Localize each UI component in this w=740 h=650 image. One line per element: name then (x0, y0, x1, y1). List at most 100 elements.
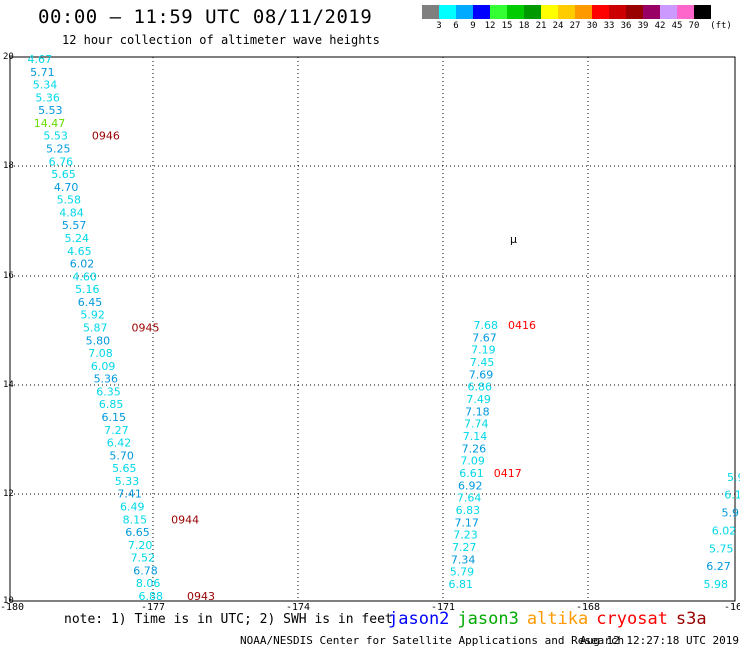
legend-label: 36 (620, 21, 632, 31)
wave-height-value: 7.20 (128, 539, 153, 552)
page-subtitle: 12 hour collection of altimeter wave hei… (62, 33, 380, 47)
x-axis: -180 -177 -174 -171 -168 -16 (0, 602, 740, 616)
legend-swatch (473, 5, 490, 19)
wave-height-value: 5.71 (30, 66, 55, 79)
y-tick-label: 14 (3, 380, 14, 390)
satellite-legend: jason2 jason3 altika cryosat s3a (388, 609, 715, 629)
y-tick-label: 12 (3, 489, 14, 499)
wave-height-value: 5.16 (75, 283, 100, 296)
legend-label: 3 (436, 21, 442, 31)
time-label: 0944 (171, 513, 199, 526)
legend-label: 12 (484, 21, 496, 31)
wave-height-value: 4.67 (28, 53, 53, 66)
legend-label: 39 (637, 21, 649, 31)
wave-height-value: 7.69 (469, 368, 494, 381)
wave-height-value: 6.92 (458, 479, 483, 492)
wave-height-value: 7.34 (451, 553, 476, 566)
legend-swatch (541, 5, 558, 19)
legend-swatch (456, 5, 473, 19)
wave-height-value: 7.08 (88, 347, 113, 360)
wave-height-value: 6.15 (102, 411, 127, 424)
legend-label: 45 (671, 21, 683, 31)
wave-height-value: 5.36 (35, 91, 60, 104)
time-label: 0417 (494, 467, 522, 480)
time-label: 0946 (92, 130, 120, 143)
wave-height-value: 5.65 (51, 168, 76, 181)
x-tick-label: -174 (285, 602, 311, 613)
legend-labels: 3 6 9 12 15 18 21 24 27 30 33 36 39 42 45 70 (ft) (422, 19, 732, 31)
satellite-label: s3a (675, 609, 707, 629)
wave-height-value: 6.27 (706, 560, 731, 573)
wave-height-value: 6.85 (99, 398, 124, 411)
wave-height-value: 6.49 (120, 501, 145, 514)
legend-label: 27 (569, 21, 581, 31)
x-tick-label: -177 (140, 602, 166, 613)
wave-height-value: 7.26 (462, 442, 487, 455)
legend-swatch (643, 5, 660, 19)
time-label: 0943 (187, 590, 215, 603)
wave-height-value: 5.70 (109, 449, 134, 462)
wave-height-value: 8.06 (136, 577, 161, 590)
legend-unit: (ft) (710, 21, 732, 31)
wave-height-value: 14.47 (34, 117, 66, 130)
legend-swatches (422, 5, 711, 19)
legend-swatch (490, 5, 507, 19)
wave-height-value: 6.65 (125, 526, 150, 539)
wave-height-value: 7.14 (463, 430, 488, 443)
legend-swatch (609, 5, 626, 19)
wave-height-value: 6.86 (468, 381, 493, 394)
wave-height-value: 4.65 (67, 245, 92, 258)
wave-height-value: 5.80 (86, 334, 111, 347)
legend-label: 70 (688, 21, 700, 31)
color-legend: 3 6 9 12 15 18 21 24 27 30 33 36 39 42 45 70 (ft) (422, 5, 732, 31)
satellite-label: jason2 (388, 609, 450, 629)
wave-height-value: 7.41 (117, 488, 142, 501)
wave-height-value: 6.35 (96, 385, 121, 398)
legend-label: 15 (501, 21, 513, 31)
wave-height-value: 5.75 (709, 542, 734, 555)
wave-height-value: 5.24 (65, 232, 90, 245)
legend-label: 21 (535, 21, 547, 31)
wave-height-value: 5.53 (43, 130, 68, 143)
legend-label: 9 (470, 21, 476, 31)
wave-height-value: 5.36 (94, 373, 119, 386)
wave-height-value: 5.9 (727, 471, 740, 484)
wave-height-value: 5.98 (704, 578, 729, 591)
wave-height-value: 5.79 (450, 566, 475, 579)
wave-height-value: 6.42 (107, 437, 132, 450)
plot-frame (9, 56, 736, 602)
wave-height-value: 6.1 (724, 489, 740, 502)
x-tick-label: -180 (0, 602, 25, 613)
map-plot: µ 4.67 5.71 5.34 5.36 5.53 14.47 5.53 5.25 6.76 5.… (9, 53, 740, 603)
wave-height-value: 6.09 (91, 360, 116, 373)
satellite-label: jason3 (457, 609, 519, 629)
y-tick-label: 18 (3, 161, 14, 171)
wave-height-value: 6.81 (449, 578, 474, 591)
time-label: 0416 (508, 319, 536, 332)
x-tick-label: -171 (430, 602, 456, 613)
legend-swatch (558, 5, 575, 19)
y-tick-label: 20 (3, 52, 14, 62)
wave-height-value: 7.09 (460, 455, 485, 468)
wave-height-value: 5.33 (115, 475, 140, 488)
wave-height-value: 4.60 (72, 270, 97, 283)
footer-note: note: 1) Time is in UTC; 2) SWH is in fe… (64, 612, 393, 627)
y-tick-label: 16 (3, 271, 14, 281)
wave-height-value: 5.57 (62, 219, 87, 232)
legend-label: 42 (654, 21, 666, 31)
legend-swatch (677, 5, 694, 19)
legend-label: 6 (453, 21, 459, 31)
wave-height-value: 7.74 (464, 418, 489, 431)
wave-height-value: 7.45 (470, 356, 495, 369)
x-tick-label: -16 (723, 602, 740, 613)
wave-height-value: 5.9 (722, 507, 740, 520)
wave-height-value: 7.27 (452, 541, 477, 554)
satellite-label: cryosat (596, 609, 668, 629)
page-title: 00:00 – 11:59 UTC 08/11/2019 (38, 6, 373, 28)
legend-swatch (524, 5, 541, 19)
wave-height-value: 5.65 (112, 462, 137, 475)
wave-height-value: 4.84 (59, 206, 84, 219)
wave-height-value: 7.27 (104, 424, 129, 437)
wave-height-value: 6.45 (78, 296, 103, 309)
wave-height-value: 7.52 (131, 552, 156, 565)
